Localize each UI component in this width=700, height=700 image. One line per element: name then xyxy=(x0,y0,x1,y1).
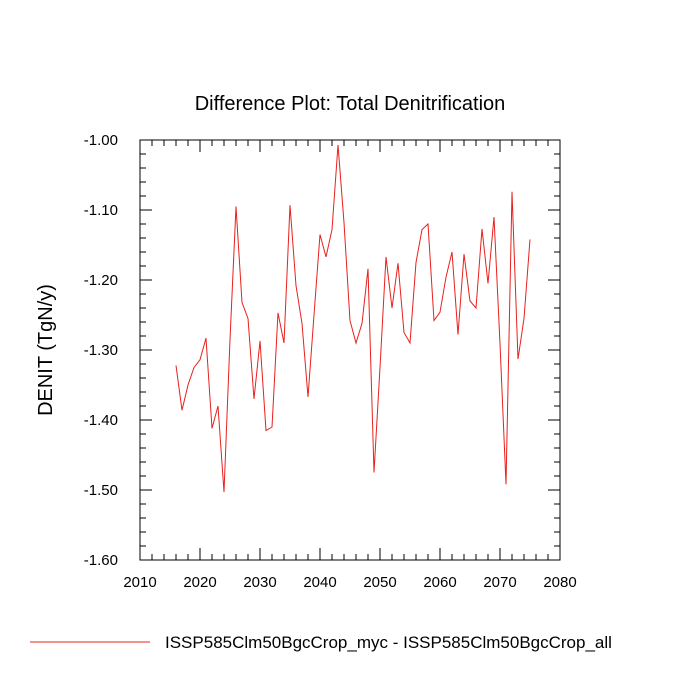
x-tick-label: 2080 xyxy=(543,574,576,591)
legend-label: ISSP585Clm50BgcCrop_myc - ISSP585Clm50Bg… xyxy=(165,633,612,652)
y-tick-label: -1.10 xyxy=(84,202,118,219)
axis-ticks xyxy=(139,139,561,561)
x-tick-label: 2050 xyxy=(363,574,396,591)
x-tick-label: 2020 xyxy=(183,574,216,591)
y-tick-label: -1.50 xyxy=(84,482,118,499)
y-tick-label: -1.00 xyxy=(84,132,118,149)
x-tick-label: 2060 xyxy=(423,574,456,591)
tick-labels: 2010 2020 2030 2040 2050 2060 2070 2080 -1.60 -1.… xyxy=(84,132,577,591)
y-tick-label: -1.30 xyxy=(84,342,118,359)
y-tick-label: -1.20 xyxy=(84,272,118,289)
series-group xyxy=(175,144,531,493)
x-tick-label: 2040 xyxy=(303,574,336,591)
legend: ISSP585Clm50BgcCrop_myc - ISSP585Clm50Bg… xyxy=(30,633,612,652)
x-tick-label: 2070 xyxy=(483,574,516,591)
y-tick-label: -1.40 xyxy=(84,412,118,429)
y-tick-label: -1.60 xyxy=(84,552,118,569)
series-line xyxy=(175,144,531,493)
x-tick-label: 2030 xyxy=(243,574,276,591)
x-tick-label: 2010 xyxy=(123,574,156,591)
chart-title: Difference Plot: Total Denitrification xyxy=(195,93,506,115)
plot-frame xyxy=(139,139,561,561)
y-axis-label: DENIT (TgN/y) xyxy=(35,284,57,416)
